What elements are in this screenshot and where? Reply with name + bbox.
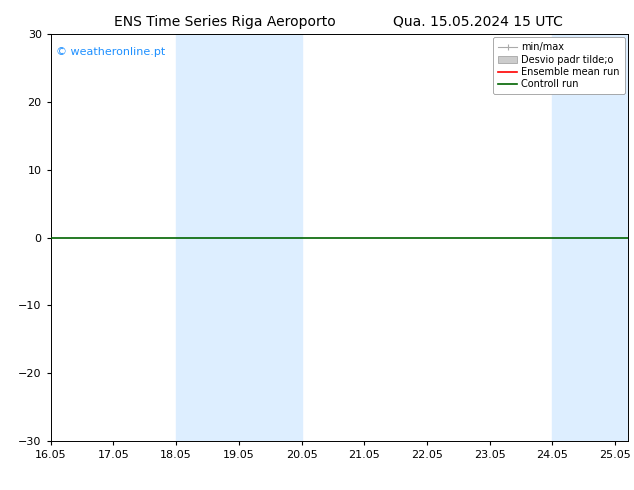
Bar <box>176 34 302 441</box>
Legend: min/max, Desvio padr tilde;o, Ensemble mean run, Controll run: min/max, Desvio padr tilde;o, Ensemble m… <box>493 37 624 94</box>
Bar <box>552 34 628 441</box>
Text: Qua. 15.05.2024 15 UTC: Qua. 15.05.2024 15 UTC <box>393 15 563 29</box>
Text: ENS Time Series Riga Aeroporto: ENS Time Series Riga Aeroporto <box>114 15 336 29</box>
Text: © weatheronline.pt: © weatheronline.pt <box>56 47 165 56</box>
